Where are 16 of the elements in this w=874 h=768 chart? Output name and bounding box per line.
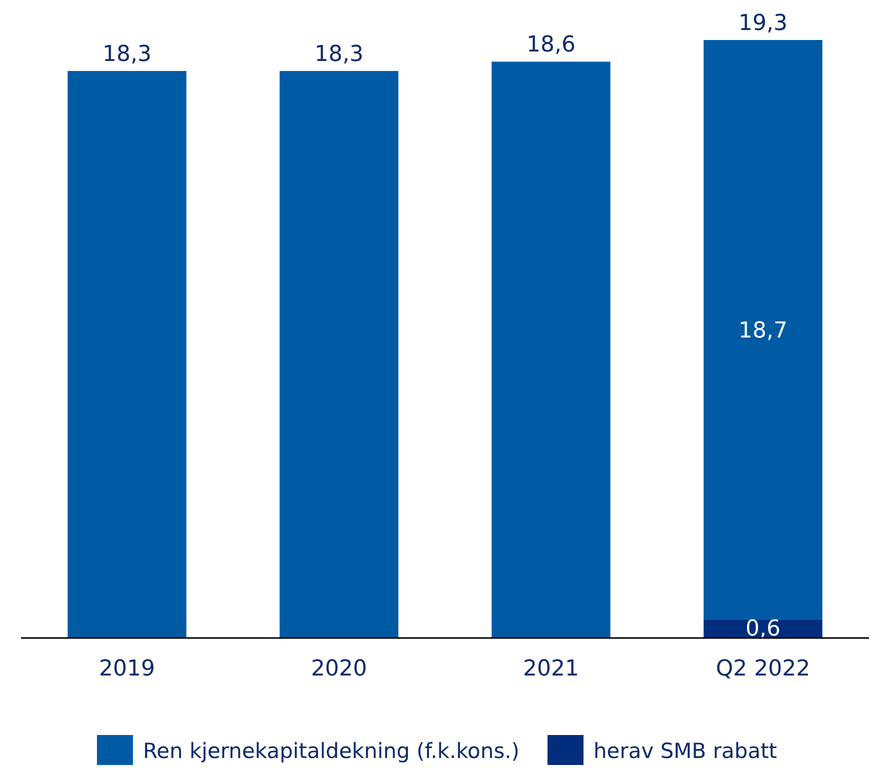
total-label: 18,3 [102, 42, 152, 67]
bar [704, 40, 822, 620]
x-tick-label: 2020 [311, 656, 367, 682]
legend-label: Ren kjernekapitaldekning (f.k.kons.) [142, 739, 520, 763]
total-label: 19,3 [738, 11, 788, 36]
x-tick-label: Q2 2022 [716, 656, 810, 682]
total-label: 18,6 [526, 32, 576, 58]
bar [280, 70, 398, 638]
legend-label: herav SMB rabatt [594, 739, 778, 763]
bar [492, 62, 610, 638]
x-tick-label: 2019 [99, 656, 155, 682]
total-label: 18,3 [314, 42, 364, 67]
x-tick-label: 2021 [523, 656, 579, 682]
data-label: 0,6 [746, 616, 780, 642]
data-label: 18,7 [738, 318, 788, 344]
bar [68, 70, 186, 638]
